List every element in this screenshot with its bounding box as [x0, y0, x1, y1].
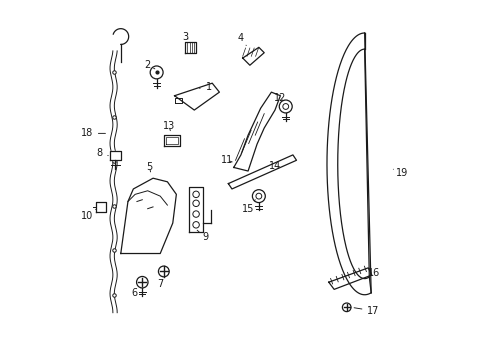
- Text: 18: 18: [81, 129, 105, 138]
- Polygon shape: [228, 155, 296, 189]
- Text: 9: 9: [197, 230, 208, 242]
- Polygon shape: [233, 92, 280, 171]
- Text: 12: 12: [274, 93, 286, 103]
- Circle shape: [255, 193, 261, 199]
- Polygon shape: [242, 47, 264, 65]
- Circle shape: [136, 276, 148, 288]
- Text: 6: 6: [131, 288, 140, 298]
- Polygon shape: [163, 135, 180, 146]
- Circle shape: [282, 104, 288, 109]
- Polygon shape: [185, 42, 196, 53]
- Text: 1: 1: [199, 82, 211, 92]
- Text: 8: 8: [96, 148, 108, 158]
- Circle shape: [192, 222, 199, 228]
- Circle shape: [192, 200, 199, 207]
- Circle shape: [192, 191, 199, 198]
- Circle shape: [150, 66, 163, 79]
- Polygon shape: [96, 202, 106, 212]
- Text: 5: 5: [146, 162, 152, 172]
- Text: 3: 3: [182, 32, 188, 41]
- Text: 7: 7: [157, 276, 163, 289]
- Circle shape: [192, 211, 199, 217]
- Text: 13: 13: [163, 121, 175, 131]
- Polygon shape: [121, 178, 176, 253]
- Text: 4: 4: [237, 33, 246, 45]
- Polygon shape: [188, 187, 203, 232]
- Circle shape: [158, 266, 169, 277]
- Text: 10: 10: [81, 210, 96, 221]
- Text: 17: 17: [353, 306, 379, 316]
- Circle shape: [279, 100, 292, 113]
- Polygon shape: [174, 83, 219, 110]
- Text: 16: 16: [366, 268, 379, 278]
- Circle shape: [342, 303, 350, 312]
- Text: 14: 14: [268, 161, 281, 171]
- Text: 2: 2: [144, 60, 155, 70]
- Circle shape: [252, 190, 265, 203]
- Text: 19: 19: [392, 168, 407, 178]
- Polygon shape: [110, 151, 121, 160]
- Polygon shape: [328, 268, 371, 289]
- Text: 15: 15: [242, 200, 255, 214]
- Text: 11: 11: [221, 155, 233, 165]
